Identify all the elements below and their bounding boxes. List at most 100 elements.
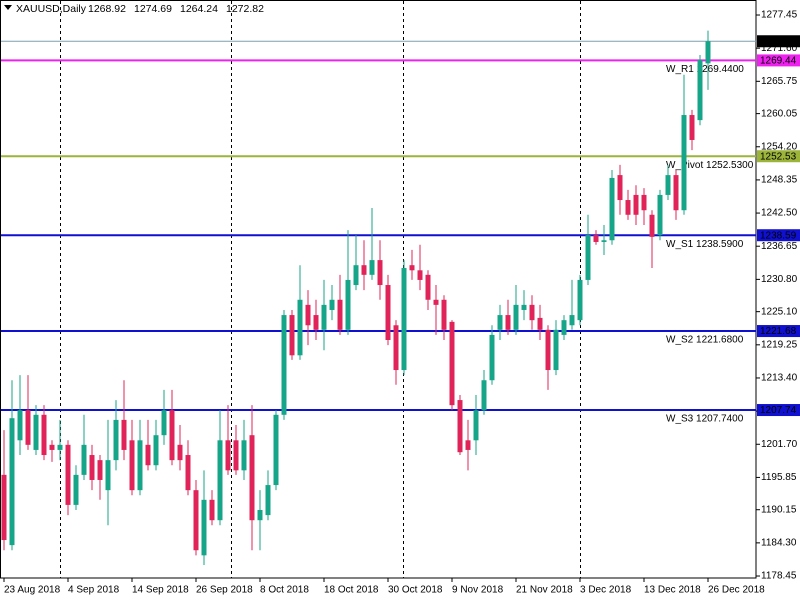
candle-body [521, 304, 527, 310]
y-tick-label: 1260.05 [761, 108, 798, 119]
candle-body [89, 455, 95, 480]
y-tick-label: 1225.10 [761, 306, 798, 317]
y-tick-label: 1271.60 [761, 43, 798, 54]
candle-body [657, 194, 663, 236]
candle-body [177, 444, 183, 461]
y-tick-label: 1242.50 [761, 208, 798, 219]
price-tags: 1269.44 1252.53 1238.59 1221.68 1207.74 1272.… [757, 35, 800, 416]
candle-body [449, 321, 455, 406]
bid-tag-label: 1272.82 [760, 36, 797, 47]
candle-body [553, 329, 559, 371]
candle-body [297, 299, 303, 356]
candle-body [313, 315, 319, 330]
candle-body [417, 270, 423, 280]
x-tick-label: 18 Oct 2018 [324, 585, 379, 596]
axes: 1277.45 1271.60 1265.75 1260.05 1254.20 1248.… [3, 10, 798, 596]
candle-body [665, 175, 671, 195]
candle-body [681, 115, 687, 211]
plot-frame [0, 0, 757, 579]
candle-body [569, 315, 575, 326]
level-lines: W_R1 1269.4400 W_Pivot 1252.5300 W_S1 1238… [1, 40, 756, 425]
candle-body [289, 315, 295, 356]
candle-body [689, 115, 695, 140]
candle-body [401, 268, 407, 371]
x-tick-label: 30 Oct 2018 [388, 585, 443, 596]
candle-body [545, 329, 551, 371]
x-tick-label: 26 Sep 2018 [196, 585, 253, 596]
candle-body [369, 260, 375, 275]
candle-body [193, 490, 199, 551]
candle-body [337, 299, 343, 330]
candle-body [145, 444, 151, 466]
level-label: W_S1 1238.5900 [666, 239, 744, 250]
candle-body [33, 414, 39, 450]
x-tick-label: 8 Oct 2018 [260, 585, 309, 596]
level-tag-label: 1269.44 [760, 56, 797, 67]
candle-body [273, 414, 279, 486]
x-tick-label: 21 Nov 2018 [516, 585, 573, 596]
candle-body [217, 440, 223, 521]
candle-body [481, 380, 487, 411]
x-tick-label: 4 Sep 2018 [68, 585, 120, 596]
candle-body [585, 235, 591, 280]
candle-body [265, 485, 271, 516]
candle-body [121, 419, 127, 450]
x-tick-label: 9 Nov 2018 [452, 585, 504, 596]
level-tag-label: 1238.59 [760, 230, 797, 241]
candle-body [705, 41, 711, 64]
candle-body [241, 440, 247, 471]
candle-body [393, 325, 399, 371]
candle-body [697, 60, 703, 121]
x-tick-label: 13 Dec 2018 [644, 585, 701, 596]
candle-body [649, 214, 655, 237]
candle-body [65, 444, 71, 505]
candle-body [633, 194, 639, 215]
candle-body [513, 304, 519, 330]
y-tick-label: 1184.30 [761, 538, 797, 549]
candle-body [609, 177, 615, 241]
header-open: 1268.92 [88, 3, 126, 15]
candle-body [17, 410, 23, 441]
level-tag [757, 404, 800, 417]
candle-body [225, 440, 231, 471]
candle-body [97, 460, 103, 480]
candle-body [257, 510, 263, 521]
candle-body [473, 410, 479, 441]
candle-body [185, 455, 191, 491]
header-high: 1274.69 [134, 3, 172, 15]
candle-body [593, 235, 599, 242]
x-tick-label: 3 Dec 2018 [580, 585, 632, 596]
candle-body [601, 240, 607, 242]
y-tick-label: 1213.40 [761, 373, 798, 384]
candle-body [377, 260, 383, 286]
y-tick-label: 1178.45 [761, 571, 797, 582]
x-tick-label: 26 Dec 2018 [708, 585, 765, 596]
candle-body [137, 440, 143, 491]
candle-body [129, 440, 135, 491]
level-label: W_S3 1207.7400 [666, 414, 744, 425]
candle-body [41, 414, 47, 456]
level-tag-label: 1252.53 [760, 151, 797, 162]
candle-body [505, 315, 511, 330]
level-tag-label: 1207.74 [760, 405, 797, 416]
y-tick-label: 1236.65 [761, 241, 798, 252]
candle-body [209, 499, 215, 521]
candle-body [577, 279, 583, 321]
level-tag-label: 1221.68 [760, 326, 797, 337]
candle-body [281, 315, 287, 415]
candle-body [465, 440, 471, 450]
level-tag [757, 229, 800, 242]
level-label: W_Pivot 1252.5300 [666, 160, 754, 171]
candle-body [353, 265, 359, 286]
candle-body [233, 440, 239, 471]
x-tick-label: 23 Aug 2018 [4, 585, 61, 596]
y-tick-label: 1201.70 [761, 439, 798, 450]
y-tick-label: 1277.45 [761, 10, 798, 21]
level-label: W_S2 1221.6800 [666, 335, 744, 346]
candle-body [537, 317, 543, 330]
candle-body [153, 435, 159, 466]
symbol-menu-icon[interactable] [4, 5, 12, 10]
candle-body [361, 265, 367, 275]
